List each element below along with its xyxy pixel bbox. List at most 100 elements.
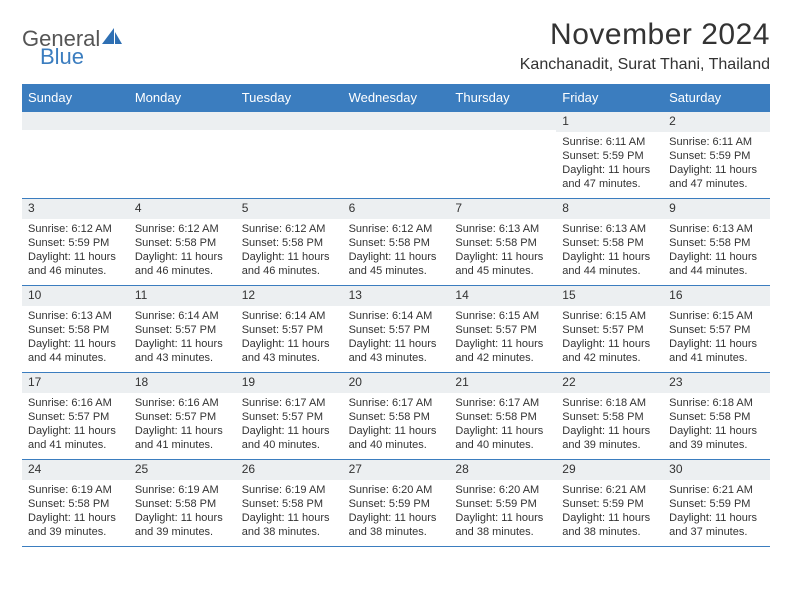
sunset-line: Sunset: 5:58 PM xyxy=(669,236,764,250)
day-cell: 19Sunrise: 6:17 AMSunset: 5:57 PMDayligh… xyxy=(236,373,343,459)
day-cell: 20Sunrise: 6:17 AMSunset: 5:58 PMDayligh… xyxy=(343,373,450,459)
sunrise-line: Sunrise: 6:18 AM xyxy=(562,396,657,410)
week-row: 1Sunrise: 6:11 AMSunset: 5:59 PMDaylight… xyxy=(22,111,770,198)
day-cell: 3Sunrise: 6:12 AMSunset: 5:59 PMDaylight… xyxy=(22,199,129,285)
daylight-line: Daylight: 11 hours and 44 minutes. xyxy=(562,250,657,279)
day-number: 3 xyxy=(22,199,129,219)
day-cell: 26 Sunrise: 6:19 AMSunset: 5:58 PMDayligh… xyxy=(236,460,343,546)
daylight-line: Daylight: 11 hours and 38 minutes. xyxy=(562,511,657,540)
sunrise-line: Sunrise: 6:20 AM xyxy=(455,483,550,497)
day-cell: 5Sunrise: 6:12 AMSunset: 5:58 PMDaylight… xyxy=(236,199,343,285)
sunrise-line: Sunrise: 6:17 AM xyxy=(455,396,550,410)
day-number: 16 xyxy=(663,286,770,306)
day-number: 13 xyxy=(343,286,450,306)
day-number: 1 xyxy=(556,112,663,132)
daylight-line: Daylight: 11 hours and 43 minutes. xyxy=(242,337,337,366)
weekday-header: Sunday xyxy=(22,84,129,111)
sunset-line: Sunset: 5:58 PM xyxy=(349,410,444,424)
sunrise-line: Sunrise: 6:15 AM xyxy=(562,309,657,323)
sunset-line: Sunset: 5:59 PM xyxy=(28,236,123,250)
day-number: 9 xyxy=(663,199,770,219)
daylight-line: Daylight: 11 hours and 43 minutes. xyxy=(349,337,444,366)
day-number: 20 xyxy=(343,373,450,393)
day-number: 25 xyxy=(129,460,236,480)
sunset-line: Sunset: 5:57 PM xyxy=(349,323,444,337)
sunrise-line: Sunrise: 6:18 AM xyxy=(669,396,764,410)
sunset-line: Sunset: 5:57 PM xyxy=(669,323,764,337)
sunset-line: Sunset: 5:59 PM xyxy=(669,497,764,511)
day-number: 2 xyxy=(663,112,770,132)
sunrise-line: Sunrise: 6:19 AM xyxy=(242,483,337,497)
day-number: 26 xyxy=(236,460,343,480)
day-number xyxy=(343,112,450,130)
day-cell: 16Sunrise: 6:15 AMSunset: 5:57 PMDayligh… xyxy=(663,286,770,372)
sunset-line: Sunset: 5:59 PM xyxy=(562,149,657,163)
weekday-header: Monday xyxy=(129,84,236,111)
daylight-line: Daylight: 11 hours and 47 minutes. xyxy=(669,163,764,192)
calendar: SundayMondayTuesdayWednesdayThursdayFrid… xyxy=(22,84,770,547)
day-cell: 1Sunrise: 6:11 AMSunset: 5:59 PMDaylight… xyxy=(556,112,663,198)
sunrise-line: Sunrise: 6:20 AM xyxy=(349,483,444,497)
daylight-line: Daylight: 11 hours and 38 minutes. xyxy=(242,511,337,540)
daylight-line: Daylight: 11 hours and 42 minutes. xyxy=(455,337,550,366)
day-cell: 18Sunrise: 6:16 AMSunset: 5:57 PMDayligh… xyxy=(129,373,236,459)
weekday-header-row: SundayMondayTuesdayWednesdayThursdayFrid… xyxy=(22,84,770,111)
daylight-line: Daylight: 11 hours and 38 minutes. xyxy=(349,511,444,540)
daylight-line: Daylight: 11 hours and 39 minutes. xyxy=(135,511,230,540)
sunrise-line: Sunrise: 6:11 AM xyxy=(562,135,657,149)
day-cell: 29Sunrise: 6:21 AMSunset: 5:59 PMDayligh… xyxy=(556,460,663,546)
daylight-line: Daylight: 11 hours and 46 minutes. xyxy=(135,250,230,279)
day-cell: 7Sunrise: 6:13 AMSunset: 5:58 PMDaylight… xyxy=(449,199,556,285)
day-cell: 13Sunrise: 6:14 AMSunset: 5:57 PMDayligh… xyxy=(343,286,450,372)
day-number: 14 xyxy=(449,286,556,306)
day-number xyxy=(129,112,236,130)
sunrise-line: Sunrise: 6:21 AM xyxy=(562,483,657,497)
day-cell: 25Sunrise: 6:19 AMSunset: 5:58 PMDayligh… xyxy=(129,460,236,546)
day-number: 21 xyxy=(449,373,556,393)
sunrise-line: Sunrise: 6:16 AM xyxy=(28,396,123,410)
sunset-line: Sunset: 5:58 PM xyxy=(455,410,550,424)
daylight-line: Daylight: 11 hours and 41 minutes. xyxy=(28,424,123,453)
location-text: Kanchanadit, Surat Thani, Thailand xyxy=(520,56,770,74)
sunrise-line: Sunrise: 6:11 AM xyxy=(669,135,764,149)
day-number: 23 xyxy=(663,373,770,393)
day-cell: 23Sunrise: 6:18 AMSunset: 5:58 PMDayligh… xyxy=(663,373,770,459)
day-number: 11 xyxy=(129,286,236,306)
sunrise-line: Sunrise: 6:21 AM xyxy=(669,483,764,497)
daylight-line: Daylight: 11 hours and 37 minutes. xyxy=(669,511,764,540)
sunrise-line: Sunrise: 6:19 AM xyxy=(28,483,123,497)
day-cell: 4Sunrise: 6:12 AMSunset: 5:58 PMDaylight… xyxy=(129,199,236,285)
sunset-line: Sunset: 5:58 PM xyxy=(242,236,337,250)
day-number xyxy=(449,112,556,130)
day-cell: 30Sunrise: 6:21 AMSunset: 5:59 PMDayligh… xyxy=(663,460,770,546)
daylight-line: Daylight: 11 hours and 38 minutes. xyxy=(455,511,550,540)
day-cell xyxy=(22,112,129,198)
day-cell: 9Sunrise: 6:13 AMSunset: 5:58 PMDaylight… xyxy=(663,199,770,285)
daylight-line: Daylight: 11 hours and 40 minutes. xyxy=(349,424,444,453)
weeks-container: 1Sunrise: 6:11 AMSunset: 5:59 PMDaylight… xyxy=(22,111,770,547)
sunrise-line: Sunrise: 6:19 AM xyxy=(135,483,230,497)
weekday-header: Saturday xyxy=(663,84,770,111)
sunrise-line: Sunrise: 6:14 AM xyxy=(135,309,230,323)
day-cell: 17Sunrise: 6:16 AMSunset: 5:57 PMDayligh… xyxy=(22,373,129,459)
day-cell: 12Sunrise: 6:14 AMSunset: 5:57 PMDayligh… xyxy=(236,286,343,372)
brand-logo: General Blue xyxy=(22,18,124,68)
day-cell: 28Sunrise: 6:20 AMSunset: 5:59 PMDayligh… xyxy=(449,460,556,546)
day-cell xyxy=(343,112,450,198)
daylight-line: Daylight: 11 hours and 42 minutes. xyxy=(562,337,657,366)
sunset-line: Sunset: 5:58 PM xyxy=(242,497,337,511)
sunset-line: Sunset: 5:59 PM xyxy=(455,497,550,511)
sunset-line: Sunset: 5:58 PM xyxy=(562,236,657,250)
weekday-header: Tuesday xyxy=(236,84,343,111)
day-number: 27 xyxy=(343,460,450,480)
sunset-line: Sunset: 5:57 PM xyxy=(135,323,230,337)
sunrise-line: Sunrise: 6:14 AM xyxy=(242,309,337,323)
sunset-line: Sunset: 5:58 PM xyxy=(28,497,123,511)
sunset-line: Sunset: 5:59 PM xyxy=(669,149,764,163)
day-cell xyxy=(236,112,343,198)
week-row: 10Sunrise: 6:13 AMSunset: 5:58 PMDayligh… xyxy=(22,285,770,372)
weekday-header: Friday xyxy=(556,84,663,111)
day-cell: 14Sunrise: 6:15 AMSunset: 5:57 PMDayligh… xyxy=(449,286,556,372)
daylight-line: Daylight: 11 hours and 41 minutes. xyxy=(669,337,764,366)
week-row: 17Sunrise: 6:16 AMSunset: 5:57 PMDayligh… xyxy=(22,372,770,459)
